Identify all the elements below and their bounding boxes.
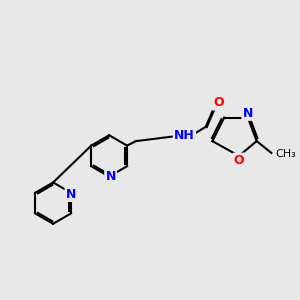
Text: O: O [234, 154, 244, 167]
Text: NH: NH [174, 129, 195, 142]
Text: N: N [66, 188, 76, 201]
Text: CH₃: CH₃ [276, 149, 297, 159]
Text: O: O [213, 96, 224, 109]
Text: N: N [243, 106, 253, 120]
Text: N: N [105, 170, 116, 183]
